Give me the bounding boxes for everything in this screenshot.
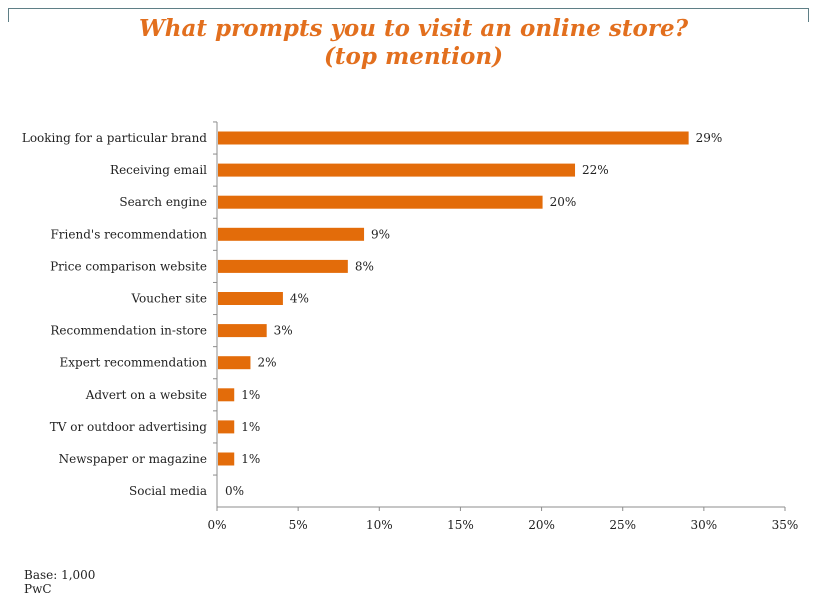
bar	[218, 259, 348, 273]
value-label: 2%	[257, 356, 276, 370]
category-label: Price comparison website	[50, 259, 207, 273]
category-label: Social media	[129, 484, 207, 498]
category-label: Friend's recommendation	[50, 227, 207, 241]
bar	[218, 388, 235, 402]
category-label: Search engine	[119, 195, 207, 209]
x-tick-label: 25%	[609, 518, 636, 532]
category-label: Looking for a particular brand	[22, 131, 207, 145]
chart-title: What prompts you to visit an online stor…	[138, 15, 689, 42]
bar	[218, 452, 235, 466]
bar	[218, 324, 267, 338]
category-label: Recommendation in-store	[50, 324, 207, 338]
frame-top-rule	[8, 8, 809, 9]
bar	[218, 420, 235, 434]
value-label: 1%	[241, 420, 260, 434]
value-label: 9%	[371, 227, 390, 241]
value-label: 8%	[355, 259, 374, 273]
bar	[218, 131, 689, 145]
x-tick-label: 15%	[447, 518, 474, 532]
category-label: Voucher site	[130, 292, 207, 306]
value-label: 3%	[274, 324, 293, 338]
x-tick-label: 10%	[366, 518, 393, 532]
bar	[218, 195, 543, 209]
frame-right-rule	[808, 8, 809, 22]
footnote-base: Base: 1,000	[24, 568, 96, 582]
x-tick-label: 20%	[528, 518, 555, 532]
category-label: Advert on a website	[85, 388, 207, 402]
category-label: Newspaper or magazine	[59, 452, 207, 466]
x-tick-label: 0%	[207, 518, 226, 532]
value-label: 4%	[290, 292, 309, 306]
bar	[218, 292, 283, 305]
frame-left-rule	[8, 8, 9, 22]
bar-chart: 0% 5% 10% 15% 20% 25% 30% 35% Looking for a part…	[22, 121, 799, 532]
bar	[218, 356, 251, 370]
value-label: 1%	[241, 388, 260, 402]
bar	[218, 163, 576, 177]
value-label: 20%	[550, 195, 577, 209]
category-label: Expert recommendation	[59, 356, 207, 370]
chart-subtitle: (top mention)	[324, 43, 503, 70]
x-tick-label: 35%	[772, 518, 799, 532]
value-label: 22%	[582, 163, 609, 177]
value-label: 1%	[241, 452, 260, 466]
category-label: TV or outdoor advertising	[50, 420, 208, 434]
x-tick-label: 30%	[691, 518, 718, 532]
footnote-source: PwC	[24, 582, 52, 596]
x-tick-label: 5%	[289, 518, 308, 532]
value-label: 29%	[696, 131, 723, 145]
bar	[218, 227, 365, 241]
category-label: Receiving email	[110, 163, 207, 177]
value-label: 0%	[225, 484, 244, 498]
